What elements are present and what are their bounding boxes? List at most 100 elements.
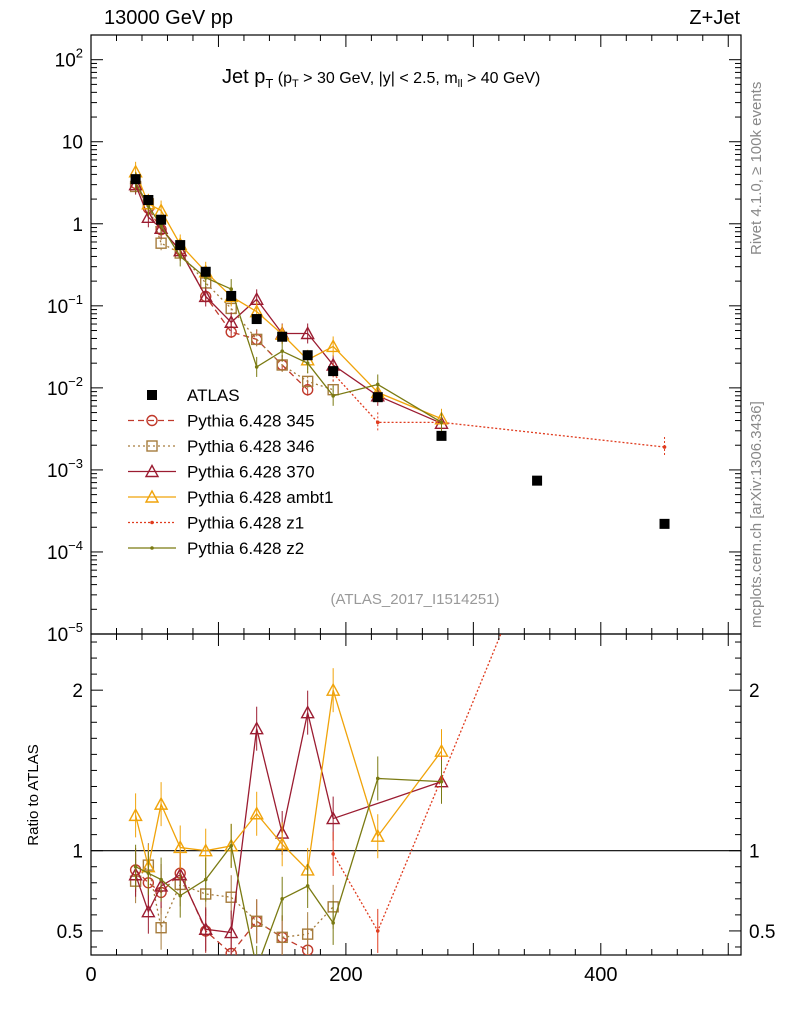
series-point [662,445,667,449]
legend-label: Pythia 6.428 ambt1 [187,488,333,507]
ratio-tick-label-right: 0.5 [749,922,775,943]
ratio-line [134,712,442,934]
legend-entry-1: Pythia 6.428 345 [128,412,315,431]
data-point [143,194,154,205]
ratio-point [155,922,167,934]
legend-marker [150,520,154,525]
x-tick-label: 200 [329,964,362,986]
ratio-point [159,877,163,882]
data-point [372,392,383,403]
series-main-5 [133,172,444,433]
series-ratio-2 [128,690,449,955]
series-point [178,254,183,259]
header-energy: 13000 GeV pp [104,7,233,29]
ratio-point [224,925,239,939]
series-point [229,287,233,291]
y-tick-label: 10−1 [47,292,83,318]
series-point [439,420,444,425]
ratio-point [535,544,539,548]
ratio-point [325,811,341,825]
ratio-tick-label: 0.5 [57,922,83,943]
ratio-point [274,836,290,850]
ratio-point [331,852,335,856]
ratio-point [141,904,156,918]
series-point [301,375,314,388]
ratio-plot-area [91,544,741,955]
legend-marker [146,414,158,427]
x-tick-label: 400 [584,964,617,986]
legend-entry-6: Pythia 6.428 z2 [128,539,304,558]
legend-marker [144,464,160,478]
ratio-plot-frame [90,633,742,956]
axes: 102 10 1 10−1 10−2 10−3 10−4 10−5 0 200 400 0.5 0.5 1… [47,34,775,986]
header-process: Z+Jet [689,7,740,29]
series-main-2 [128,174,449,434]
plot-title: Jet pT (pT > 30 GeV, |y| < 2.5, mll > 40… [222,66,540,91]
ratio-point [370,828,385,842]
data-point [277,331,288,342]
legend-label: ATLAS [187,386,240,405]
ratio-line [135,777,442,955]
ratio-point [300,705,315,719]
legend-entry-0: ATLAS [147,386,240,405]
data-points [130,174,670,529]
ratio-point [439,779,444,784]
series-line [135,171,442,420]
data-point [251,314,262,325]
ratio-point [250,915,263,927]
data-point [156,214,167,225]
series-line [135,186,334,391]
legend-marker [146,440,158,452]
ratio-point [173,840,188,854]
ratio-tick-label: 2 [72,681,83,702]
legend-label: Pythia 6.428 z2 [187,539,304,558]
series-point [141,209,156,223]
series-point [301,383,314,396]
data-point [659,518,670,529]
ratio-point [178,893,183,898]
data-point [328,366,339,377]
legend-entry-3: Pythia 6.428 370 [128,463,315,482]
legend-marker [144,489,160,503]
ratio-tick-label-right: 1 [749,842,760,863]
legend-entry-4: Pythia 6.428 ambt1 [128,488,333,507]
ratio-point [301,928,314,940]
y-tick-label: 10 [62,133,83,154]
series-ratio-5 [133,756,444,955]
ratio-point [325,682,341,696]
series-point [300,326,315,340]
series-point [325,338,341,353]
series-point [198,289,213,303]
ratio-point [434,743,449,757]
ratio-point [146,871,151,875]
ratio-point [229,844,233,848]
ratio-point [305,884,310,888]
y-tick-label: 10−2 [47,374,83,400]
data-point [175,240,186,251]
y-tick-label: 10−3 [47,456,83,482]
ratio-tick-label: 1 [72,842,83,863]
main-plot-area [128,161,670,529]
legend-marker [150,546,154,550]
legend-label: Pythia 6.428 370 [187,463,315,482]
ratio-point [331,921,335,925]
legend-label: Pythia 6.428 345 [187,412,315,431]
y-tick-label: 1 [72,215,83,236]
ratio-line [135,863,334,939]
data-point [200,266,211,277]
y-tick-label: 10−5 [47,620,83,646]
side-rivet-label: Rivet 4.1.0, ≥ 100k events [748,82,765,255]
series-point [375,382,380,387]
series-line [135,184,442,424]
ratio-point [198,921,213,936]
data-point [436,430,447,441]
series-ratio-4 [331,544,539,953]
series-point [203,275,208,280]
ratio-point [249,806,264,820]
legend-label: Pythia 6.428 346 [187,437,315,456]
data-point [130,174,141,185]
series-point [375,420,380,425]
ratio-line [332,634,502,933]
legend: ATLAS Pythia 6.428 345 Pythia 6.428 346 Pyt… [128,386,333,558]
series-point [146,204,151,208]
